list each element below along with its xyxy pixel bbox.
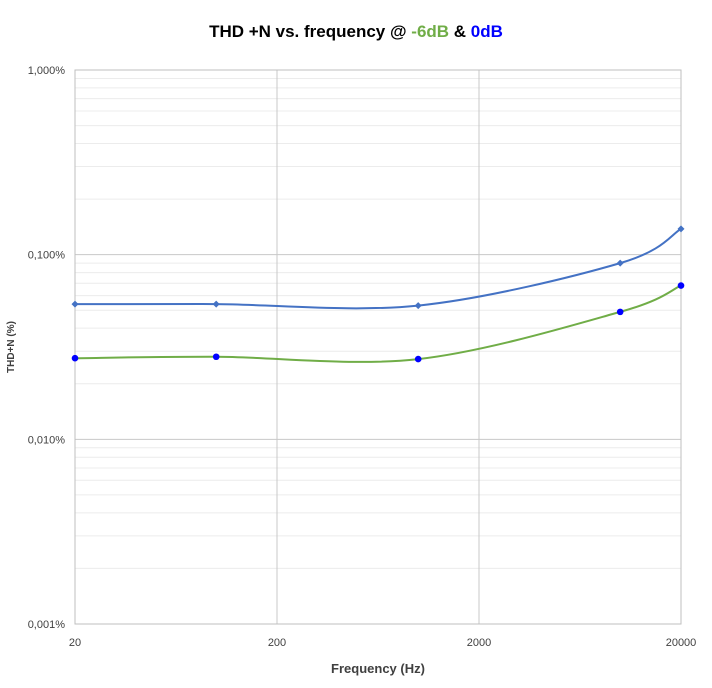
y-tick-label: 1,000% bbox=[28, 65, 66, 77]
ticks-layer: 20 200 2000 20000 1,000% 0,100% 0,010% 0,001% bbox=[28, 65, 697, 649]
x-axis-title: Frequency (Hz) bbox=[331, 661, 425, 676]
x-tick-label: 2000 bbox=[467, 637, 491, 649]
series-layer bbox=[71, 225, 685, 363]
data-point-marker bbox=[212, 353, 220, 361]
data-point-marker bbox=[414, 302, 422, 310]
y-tick-label: 0,100% bbox=[28, 250, 66, 262]
data-point-marker bbox=[414, 355, 422, 363]
chart-title-part: -6dB bbox=[411, 22, 450, 41]
data-point-marker bbox=[616, 308, 624, 316]
series-line bbox=[74, 284, 682, 363]
y-tick-label: 0,001% bbox=[28, 619, 66, 631]
data-point-marker bbox=[71, 354, 79, 362]
data-point-marker bbox=[677, 225, 685, 233]
x-tick-label: 20 bbox=[69, 637, 81, 649]
grid-layer bbox=[74, 69, 682, 625]
series-line bbox=[74, 227, 682, 310]
x-tick-label: 20000 bbox=[666, 637, 697, 649]
plot-frame bbox=[74, 69, 682, 625]
data-point-marker bbox=[677, 282, 685, 289]
data-point-marker bbox=[212, 300, 220, 308]
chart-title-part: THD +N vs. frequency @ bbox=[209, 22, 412, 41]
data-point-marker bbox=[616, 259, 624, 267]
y-tick-label: 0,010% bbox=[28, 434, 66, 446]
chart-title: THD +N vs. frequency @ -6dB & 0dB bbox=[0, 22, 712, 42]
x-tick-label: 200 bbox=[268, 637, 286, 649]
chart-title-part: 0dB bbox=[470, 22, 503, 41]
chart-title-part: & bbox=[449, 22, 471, 41]
y-axis-title: THD+N (%) bbox=[6, 321, 17, 373]
data-point-marker bbox=[71, 300, 79, 308]
